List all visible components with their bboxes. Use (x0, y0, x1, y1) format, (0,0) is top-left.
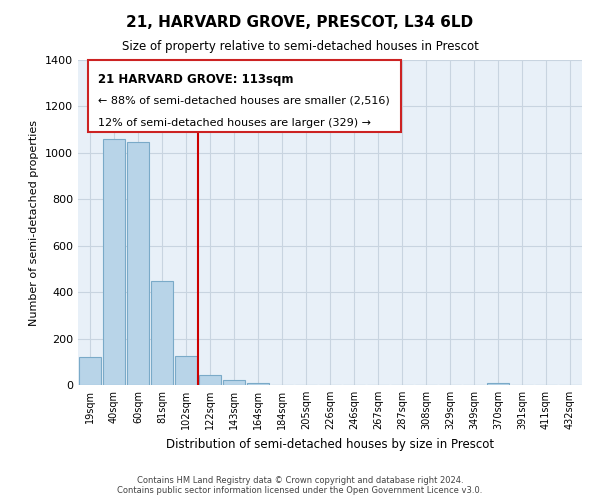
Text: 21, HARVARD GROVE, PRESCOT, L34 6LD: 21, HARVARD GROVE, PRESCOT, L34 6LD (127, 15, 473, 30)
Text: Contains HM Land Registry data © Crown copyright and database right 2024.
Contai: Contains HM Land Registry data © Crown c… (118, 476, 482, 495)
Bar (175, 356, 197, 385)
Bar (79, 357, 101, 385)
Text: Size of property relative to semi-detached houses in Prescot: Size of property relative to semi-detach… (122, 40, 478, 53)
Bar (127, 142, 149, 385)
Bar (247, 382, 269, 385)
Bar (103, 139, 125, 385)
FancyBboxPatch shape (88, 60, 401, 132)
Bar (199, 374, 221, 385)
Text: 21 HARVARD GROVE: 113sqm: 21 HARVARD GROVE: 113sqm (98, 73, 293, 86)
Bar (151, 280, 173, 385)
Bar (487, 382, 509, 385)
X-axis label: Distribution of semi-detached houses by size in Prescot: Distribution of semi-detached houses by … (166, 438, 494, 450)
Text: ← 88% of semi-detached houses are smaller (2,516): ← 88% of semi-detached houses are smalle… (98, 96, 390, 106)
Text: 12% of semi-detached houses are larger (329) →: 12% of semi-detached houses are larger (… (98, 118, 371, 128)
Y-axis label: Number of semi-detached properties: Number of semi-detached properties (29, 120, 40, 326)
Bar (223, 380, 245, 385)
